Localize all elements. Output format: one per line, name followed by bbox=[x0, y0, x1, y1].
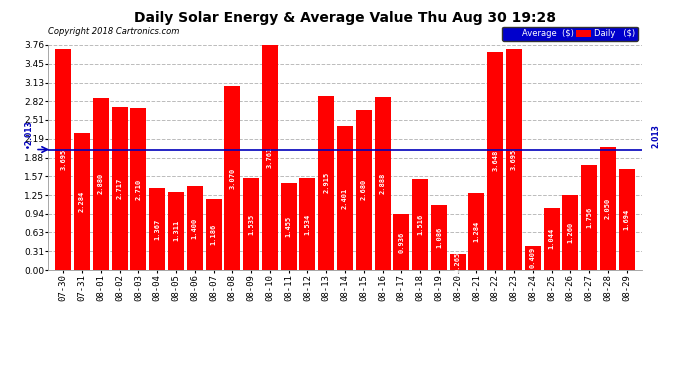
Text: 2.401: 2.401 bbox=[342, 188, 348, 209]
Text: 2.710: 2.710 bbox=[135, 178, 141, 200]
Bar bbox=[525, 246, 541, 270]
Bar bbox=[55, 49, 71, 270]
Bar bbox=[450, 254, 466, 270]
Text: 1.311: 1.311 bbox=[173, 220, 179, 242]
Text: 1.260: 1.260 bbox=[567, 222, 573, 243]
Bar bbox=[600, 147, 616, 270]
Bar bbox=[262, 45, 278, 270]
Text: 2.284: 2.284 bbox=[79, 191, 85, 212]
Bar bbox=[93, 98, 109, 270]
Bar bbox=[375, 97, 391, 270]
Text: 0.936: 0.936 bbox=[398, 231, 404, 253]
Text: 1.455: 1.455 bbox=[286, 216, 292, 237]
Text: 2.915: 2.915 bbox=[323, 172, 329, 194]
Text: •2.013: •2.013 bbox=[24, 120, 33, 148]
Text: 1.535: 1.535 bbox=[248, 213, 254, 235]
Bar bbox=[224, 86, 240, 270]
Text: 1.086: 1.086 bbox=[436, 227, 442, 248]
Bar bbox=[562, 195, 578, 270]
Bar bbox=[149, 188, 165, 270]
Bar bbox=[469, 193, 484, 270]
Text: 2.888: 2.888 bbox=[380, 173, 386, 194]
Bar bbox=[544, 207, 560, 270]
Text: 3.695: 3.695 bbox=[511, 149, 517, 170]
Bar bbox=[299, 178, 315, 270]
Text: 2.013: 2.013 bbox=[651, 124, 660, 148]
Bar bbox=[356, 110, 372, 270]
Text: 2.050: 2.050 bbox=[605, 198, 611, 219]
Bar bbox=[487, 52, 503, 270]
Text: 1.367: 1.367 bbox=[155, 219, 160, 240]
Bar bbox=[168, 192, 184, 270]
Bar bbox=[281, 183, 297, 270]
Text: 1.044: 1.044 bbox=[549, 228, 555, 249]
Text: 0.409: 0.409 bbox=[530, 247, 535, 268]
Text: 1.694: 1.694 bbox=[624, 209, 630, 230]
Text: 1.400: 1.400 bbox=[192, 217, 198, 239]
Bar bbox=[431, 205, 447, 270]
Bar bbox=[187, 186, 203, 270]
Text: 1.756: 1.756 bbox=[586, 207, 592, 228]
Text: 2.880: 2.880 bbox=[98, 173, 104, 195]
Text: 2.680: 2.680 bbox=[361, 179, 367, 201]
Bar bbox=[206, 199, 221, 270]
Bar bbox=[393, 214, 409, 270]
Text: 2.717: 2.717 bbox=[117, 178, 123, 200]
Bar bbox=[506, 49, 522, 270]
Text: 3.648: 3.648 bbox=[492, 150, 498, 171]
Bar bbox=[74, 134, 90, 270]
Text: 1.284: 1.284 bbox=[473, 221, 480, 242]
Text: 1.186: 1.186 bbox=[210, 224, 217, 245]
Text: 0.265: 0.265 bbox=[455, 252, 461, 273]
Text: 1.534: 1.534 bbox=[304, 213, 310, 235]
Bar bbox=[318, 96, 334, 270]
Text: 3.761: 3.761 bbox=[267, 147, 273, 168]
Bar bbox=[619, 169, 635, 270]
Bar bbox=[112, 107, 128, 270]
Bar bbox=[130, 108, 146, 270]
Text: Daily Solar Energy & Average Value Thu Aug 30 19:28: Daily Solar Energy & Average Value Thu A… bbox=[134, 11, 556, 25]
Legend: Average  ($), Daily   ($): Average ($), Daily ($) bbox=[502, 27, 638, 40]
Text: 3.070: 3.070 bbox=[229, 168, 235, 189]
Bar bbox=[412, 179, 428, 270]
Bar bbox=[337, 126, 353, 270]
Text: Copyright 2018 Cartronics.com: Copyright 2018 Cartronics.com bbox=[48, 27, 179, 36]
Bar bbox=[581, 165, 597, 270]
Text: 1.516: 1.516 bbox=[417, 214, 423, 235]
Bar bbox=[243, 178, 259, 270]
Text: 3.695: 3.695 bbox=[60, 149, 66, 170]
